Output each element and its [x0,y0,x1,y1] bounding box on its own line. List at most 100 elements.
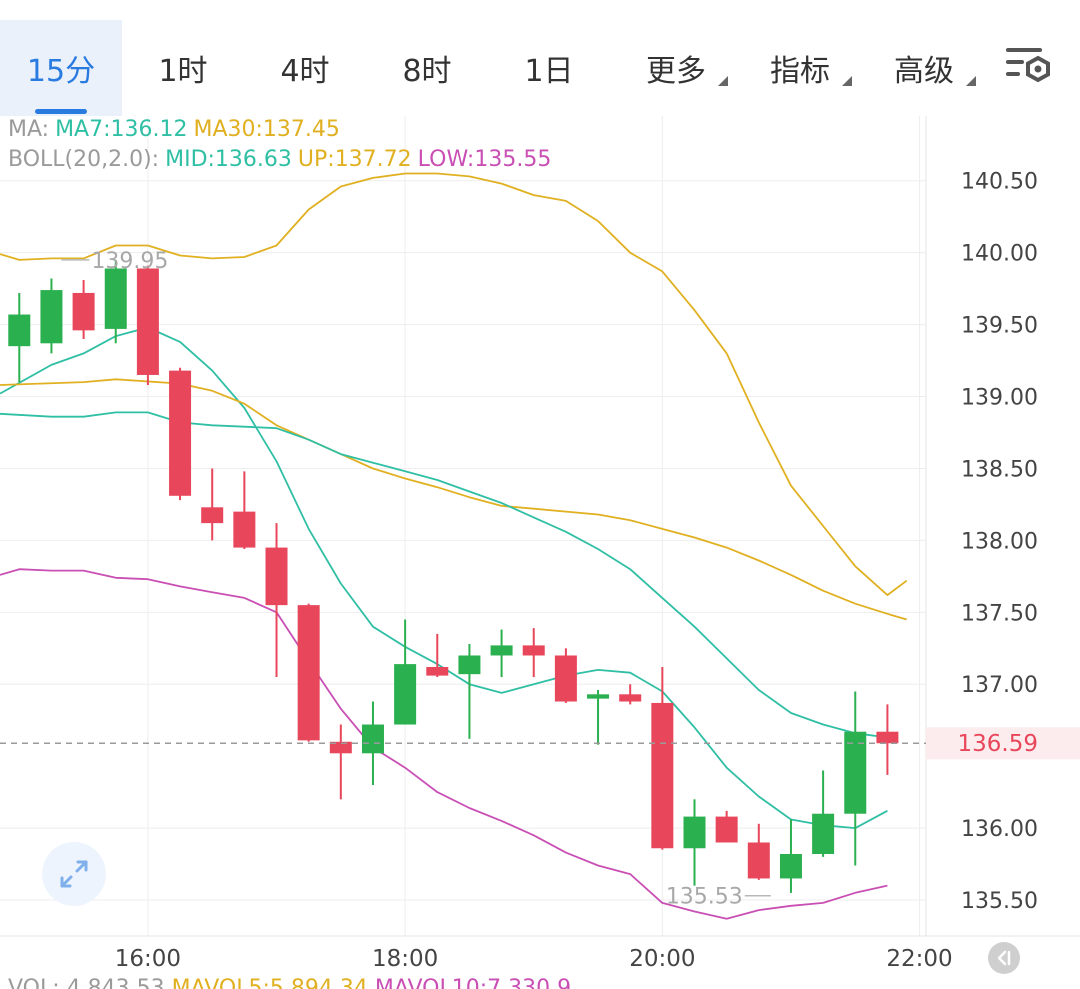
fullscreen-button[interactable] [42,842,106,906]
candle-body [522,645,545,656]
candle-body [329,741,352,754]
chart-settings-icon[interactable] [1004,44,1052,88]
ma7-value: MA7:136.12 [55,117,188,142]
dropdown-triangle-icon [718,76,728,86]
price-tick-label: 139.50 [961,314,1038,339]
candle-down [297,603,320,742]
boll-low-value: LOW:135.55 [417,147,552,172]
candle-body [779,854,802,879]
tab-15min[interactable]: 15分 [0,20,122,116]
volume-legend: VOL: 4,843.53 MAVOL5:5,894.34 MAVOL10:7,… [8,976,571,989]
candle-down [329,724,352,800]
candle-body [40,290,63,344]
candle-up [361,701,384,785]
candle-body [747,842,770,879]
tab-1hour[interactable]: 1时 [128,20,238,116]
ma-legend-prefix: MA: [8,117,50,142]
candle-body [169,370,192,496]
ma-legend: MA: MA7:136.12 MA30:137.45 [8,117,346,142]
candle-body [394,664,417,725]
tab-label: 1日 [524,54,574,89]
candle-down [169,367,192,501]
candle-down [426,633,449,678]
candle-down [72,280,95,339]
boll-legend-prefix: BOLL(20,2.0): [8,147,160,172]
candle-up [683,799,706,886]
candle-body [587,694,610,699]
candle-up [490,629,513,678]
current-price-label: 136.59 [958,731,1038,757]
interval-tab-bar: 15分 1时 4时 8时 1日 更多 指标 高级 [0,0,1080,116]
candle-body [8,314,31,347]
price-tick-label: 137.00 [961,673,1038,698]
tab-more[interactable]: 更多 [628,20,728,116]
time-tick-label: 18:00 [372,946,438,972]
dropdown-triangle-icon [966,76,976,86]
tab-advanced[interactable]: 高级 [876,20,976,116]
candle-body [876,731,899,744]
line-boll-up [0,172,908,596]
scroll-to-latest-button[interactable] [988,942,1020,974]
price-tick-label: 140.00 [961,242,1038,267]
line-ma30 [0,378,907,621]
candle-body [361,724,384,754]
current-price-tag [926,727,1080,760]
candle-body [265,547,288,606]
low-price-annotation: 135.53 [666,885,743,910]
candle-down [265,523,288,678]
line-boll-mid [0,411,888,739]
candle-up [394,619,417,725]
time-tick-label: 22:00 [886,946,952,972]
price-tick-label: 140.50 [961,170,1038,195]
candle-down [747,823,770,880]
tab-1day[interactable]: 1日 [494,20,604,116]
tab-label: 高级 [894,54,954,89]
vol-value: VOL: 4,843.53 [8,976,165,989]
candle-up [812,770,835,857]
candles [8,259,899,893]
candle-body [554,655,577,702]
boll-up-value: UP:137.72 [297,147,412,172]
candle-body [651,702,674,849]
scroll-to-end-icon [997,950,1011,966]
active-tab-indicator [35,109,87,114]
high-price-annotation: 139.95 [91,249,168,274]
price-tick-label: 135.50 [961,889,1038,914]
candle-up [779,819,802,893]
candle-body [490,645,513,656]
line-ma7 [0,326,888,829]
price-tick-label: 137.50 [961,601,1038,626]
candle-down [233,471,256,550]
candle-up [8,292,31,383]
price-tick-label: 136.00 [961,817,1038,842]
line-boll-low [0,568,888,920]
candle-body [458,655,481,675]
time-tick-label: 20:00 [629,946,695,972]
tab-label: 更多 [646,54,706,89]
candle-body [201,507,224,524]
tab-8hour[interactable]: 8时 [372,20,482,116]
tab-label: 8时 [402,54,452,89]
chart-grid: 140.50 140.00 139.50 139.00 138.50 138.00 137.… [0,116,1080,972]
candle-body [619,694,642,702]
candle-down [554,648,577,703]
candle-body [683,816,706,849]
ma30-value: MA30:137.45 [193,117,340,142]
candle-down [522,628,545,678]
tab-label: 15分 [26,54,96,89]
candle-up [587,690,610,745]
boll-legend: BOLL(20,2.0): MID:136.63 UP:137.72 LOW:135.… [8,147,557,172]
price-tick-label: 138.00 [961,529,1038,554]
mavol5-value: MAVOL5:5,894.34 [171,976,368,989]
candle-down [876,704,899,775]
candle-up [40,278,63,354]
tab-indicators[interactable]: 指标 [752,20,852,116]
candle-body [715,816,738,843]
tab-4hour[interactable]: 4时 [250,20,360,116]
boll-mid-value: MID:136.63 [165,147,292,172]
mavol10-value: MAVOL10:7,330.9 [374,976,572,989]
candle-body [844,731,867,814]
candle-up [104,259,127,344]
candle-up [458,643,481,739]
